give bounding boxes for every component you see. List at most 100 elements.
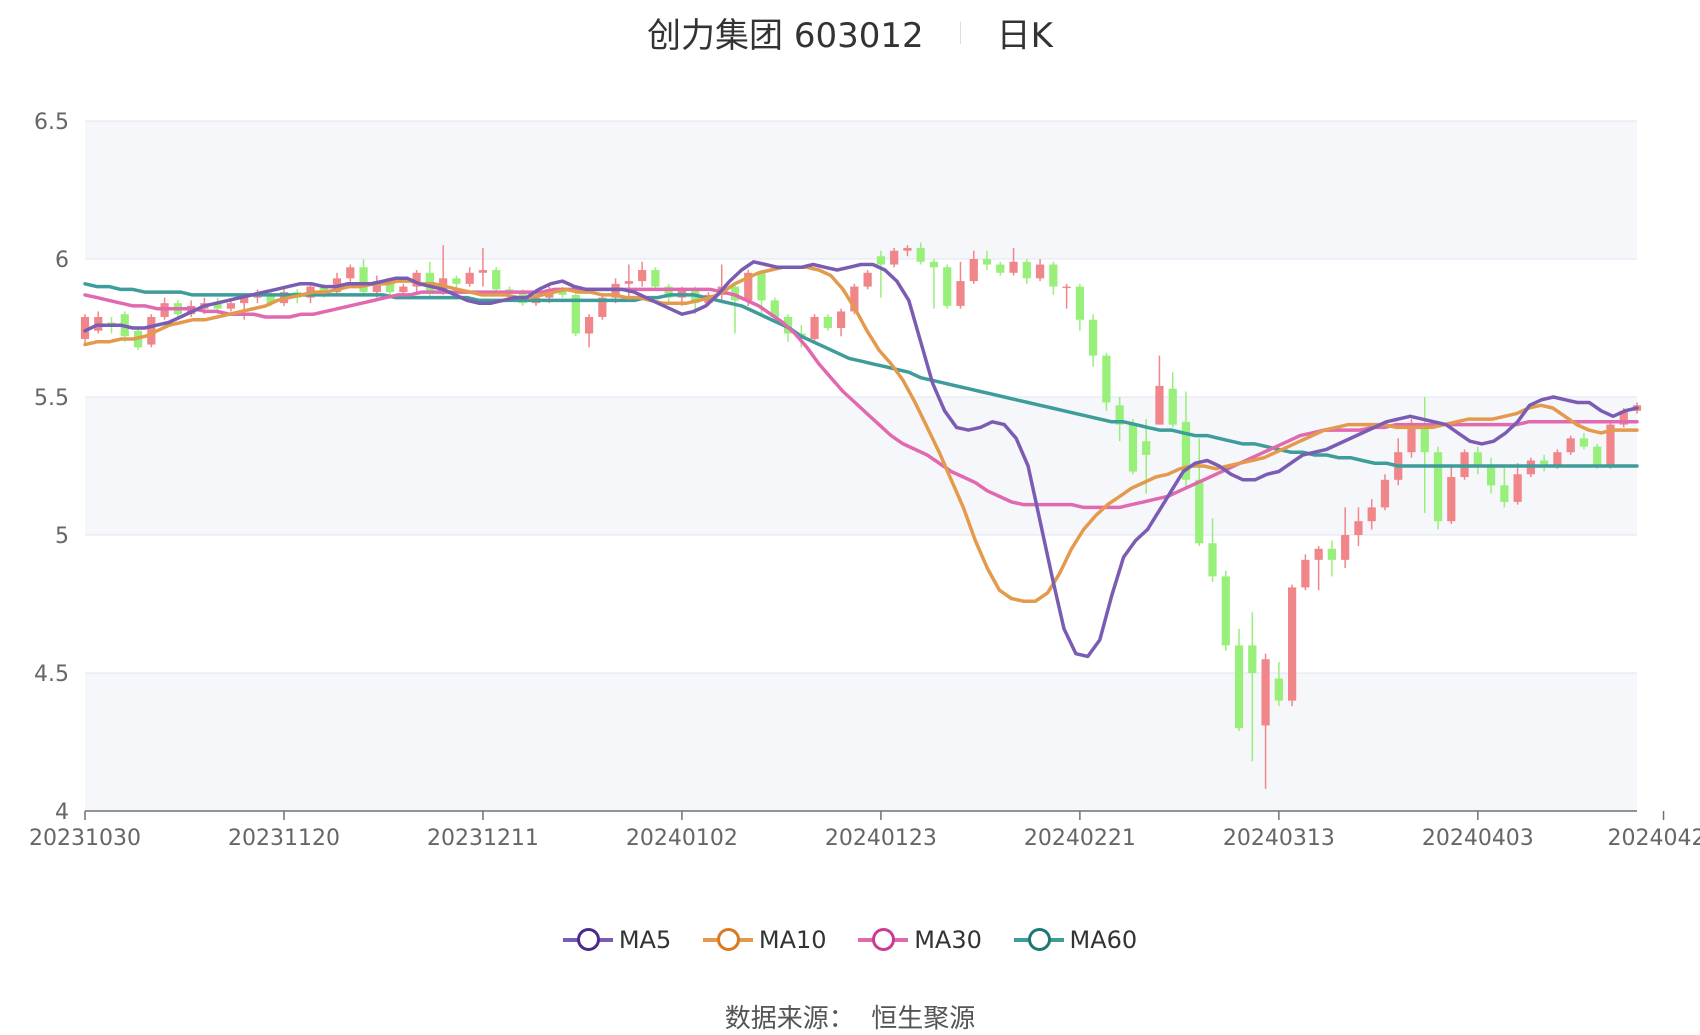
candle-body	[1142, 441, 1151, 455]
candle-body	[1513, 474, 1522, 502]
candle-body	[226, 303, 236, 309]
candle-body	[1075, 286, 1084, 320]
grid-band	[85, 673, 1637, 811]
candle-body	[346, 267, 355, 279]
y-tick-label: 5.5	[34, 386, 69, 411]
candle-body	[147, 316, 156, 345]
ma5-legend-label: MA5	[618, 926, 672, 954]
candle-body	[465, 272, 474, 284]
candle-body	[1566, 438, 1575, 453]
candle-body	[1367, 507, 1376, 522]
ma60-legend-label: MA60	[1069, 926, 1138, 954]
candle-body	[319, 286, 328, 293]
source-label: 数据来源：	[724, 1004, 855, 1034]
source-value: 恒生聚源	[871, 1004, 976, 1034]
legend-item-ma60[interactable]: MA60	[1013, 926, 1138, 954]
legend-item-ma30[interactable]: MA30	[858, 926, 982, 954]
candle-body	[1407, 424, 1416, 453]
x-tick-label: 20240425	[1608, 826, 1700, 851]
y-tick-label: 5	[55, 524, 69, 549]
candle-body	[876, 256, 886, 265]
candle-body	[1168, 388, 1177, 425]
y-tick-label: 4.5	[34, 662, 69, 687]
x-tick-label: 20240403	[1422, 826, 1534, 851]
candle-body	[638, 270, 647, 282]
ma10-legend-label: MA10	[758, 926, 827, 954]
candle-body	[385, 281, 395, 293]
candle-body	[929, 261, 939, 268]
candle-body	[1287, 587, 1297, 701]
candle-body	[213, 303, 222, 309]
candle-body	[1208, 543, 1217, 577]
candle-body	[903, 247, 912, 251]
x-tick-label: 20240221	[1024, 826, 1136, 851]
candle-body	[916, 247, 925, 262]
ma10-legend-marker	[702, 928, 753, 951]
candle-body	[836, 311, 846, 328]
y-tick-label: 4	[55, 800, 69, 825]
candle-body	[266, 294, 275, 304]
grid-band	[85, 121, 1637, 259]
candle-body	[240, 297, 249, 304]
candle-body	[1234, 645, 1244, 729]
chart-legend: MA5 MA10 MA30 MA60	[0, 920, 1700, 954]
x-tick-label: 20240313	[1223, 826, 1335, 851]
candle-body	[969, 259, 978, 282]
candle-body	[598, 297, 607, 317]
candle-body	[1035, 264, 1045, 279]
candle-body	[372, 281, 381, 293]
candle-body	[863, 272, 872, 287]
x-tick-label: 20240102	[626, 826, 738, 851]
x-tick-label: 20231120	[228, 826, 340, 851]
candle-body	[1447, 477, 1456, 522]
candle-body	[651, 270, 660, 287]
ma5-legend-marker	[562, 928, 613, 951]
candle-body	[478, 270, 488, 273]
candle-body	[1301, 559, 1310, 588]
candle-body	[412, 272, 421, 287]
candle-body	[1181, 421, 1191, 480]
candle-body	[1619, 410, 1628, 425]
legend-item-ma10[interactable]: MA10	[702, 926, 827, 954]
candle-body	[1420, 424, 1429, 453]
candle-body	[1540, 460, 1549, 466]
x-tick-label: 20231211	[427, 826, 539, 851]
x-tick-label: 20240123	[825, 826, 937, 851]
candle-body	[1049, 264, 1058, 287]
ma30-legend-marker	[858, 928, 909, 951]
candle-body	[1022, 261, 1031, 279]
candle-body	[452, 278, 461, 284]
candle-body	[956, 281, 965, 306]
candle-body	[1314, 548, 1323, 560]
candle-body	[1327, 548, 1337, 560]
candle-body	[1380, 479, 1390, 508]
candle-body	[1009, 261, 1018, 273]
x-tick-label: 20231030	[29, 826, 141, 851]
ma60-line	[83, 282, 1639, 468]
candle-body	[810, 316, 819, 340]
candle-body	[1115, 405, 1124, 425]
stock-name: 创力集团 603012	[647, 16, 924, 56]
candle-body	[1354, 521, 1363, 535]
candlestick-chart: 4 4.5 5 5.5 6 6.5 20231030 20231120 20231211 2024…	[29, 110, 1700, 851]
candle-body	[624, 281, 633, 284]
candle-body	[1274, 678, 1283, 701]
period-label: 日K	[996, 16, 1053, 56]
candle-body	[850, 286, 859, 312]
candle-body	[571, 294, 580, 334]
candle-body	[982, 259, 992, 265]
candle-body	[943, 267, 952, 306]
candle-body	[399, 286, 408, 293]
y-tick-label: 6.5	[34, 110, 69, 135]
ma5-line	[83, 260, 1639, 659]
candle-body	[1089, 319, 1098, 356]
data-source: 数据来源： 恒生聚源	[0, 998, 1700, 1035]
candle-body	[80, 316, 90, 340]
candle-body	[1553, 452, 1562, 466]
ma60-legend-marker	[1013, 928, 1064, 951]
candle-body	[1102, 355, 1111, 403]
candle-body	[1221, 576, 1230, 646]
legend-item-ma5[interactable]: MA5	[562, 926, 672, 954]
candle-body	[1195, 479, 1204, 544]
grid-band	[85, 397, 1637, 535]
